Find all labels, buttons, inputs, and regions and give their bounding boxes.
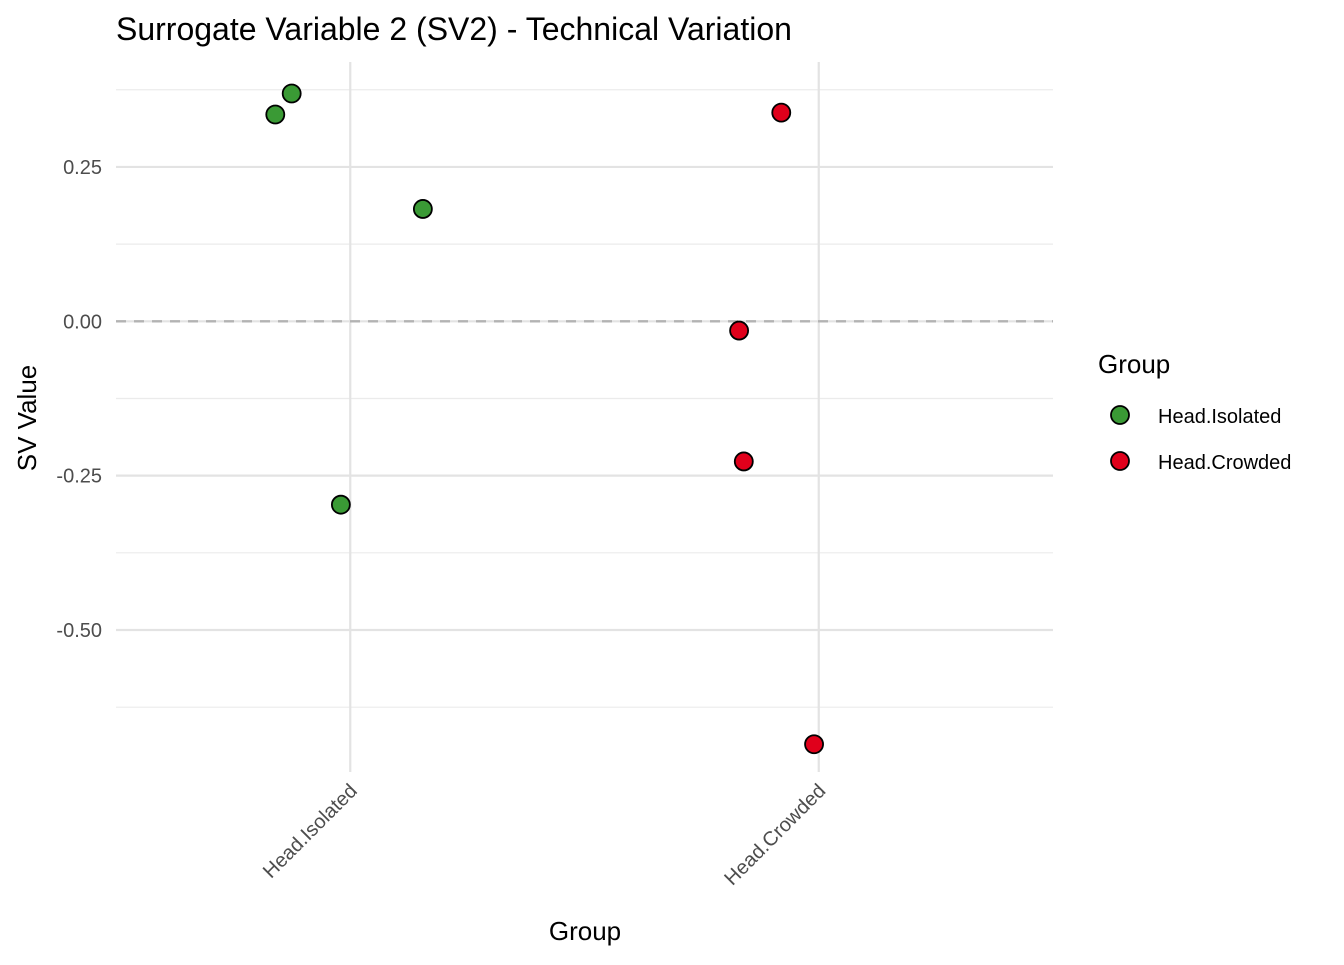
data-point — [330, 494, 351, 515]
data-point — [804, 734, 824, 755]
y-tick-label: 0.25 — [63, 157, 102, 179]
data-points — [265, 83, 824, 755]
x-tick-label: Head.Crowded — [720, 780, 830, 890]
data-point — [412, 199, 433, 219]
y-axis-label: SV Value — [12, 365, 42, 471]
x-tick-label: Head.Isolated — [259, 780, 362, 883]
legend-title: Group — [1098, 349, 1170, 379]
legend-entries: Head.Isolated Head.Crowded — [1110, 405, 1291, 474]
grid — [116, 62, 1053, 772]
chart-title: Surrogate Variable 2 (SV2) - Technical V… — [116, 11, 792, 47]
legend-label: Head.Crowded — [1158, 452, 1291, 474]
y-tick-label: -0.25 — [56, 466, 102, 488]
data-point — [729, 320, 750, 341]
y-tick-label: 0.00 — [63, 311, 102, 333]
y-tick-labels: 0.25 0.00 -0.25 -0.50 — [56, 157, 102, 642]
legend-label: Head.Isolated — [1158, 406, 1281, 428]
legend: Group Head.Isolated Head.Crowded — [1098, 349, 1291, 474]
x-axis-label: Group — [549, 916, 621, 946]
data-point — [265, 104, 286, 125]
data-point — [733, 451, 754, 472]
legend-key — [1110, 405, 1130, 425]
data-point — [281, 83, 302, 104]
y-tick-label: -0.50 — [56, 620, 102, 642]
legend-key — [1110, 451, 1130, 471]
data-point — [771, 102, 792, 123]
x-tick-labels: Head.Isolated Head.Crowded — [259, 780, 830, 890]
